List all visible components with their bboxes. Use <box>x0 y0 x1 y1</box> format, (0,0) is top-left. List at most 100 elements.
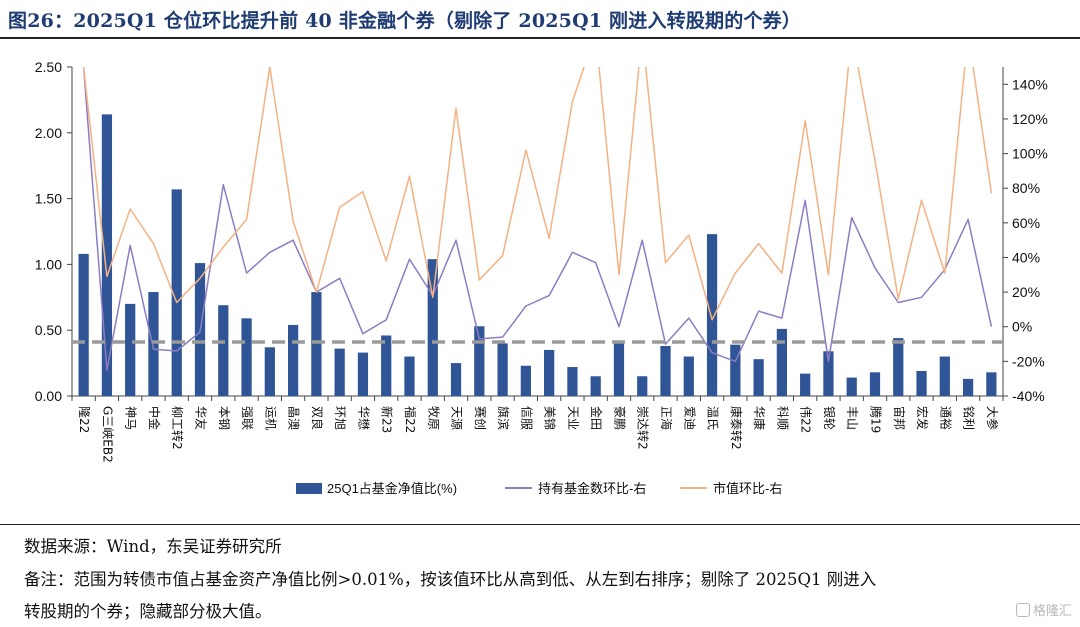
bar <box>381 335 392 396</box>
legend-orange-label: 市值环比-右 <box>713 481 782 496</box>
x-category-label: 美锦 <box>543 406 557 430</box>
bar <box>544 349 555 396</box>
bar <box>869 372 881 396</box>
x-category-label: 天业 <box>566 406 580 430</box>
x-category-label: 银轮 <box>822 406 836 430</box>
x-category-label: G三峡EB2 <box>100 406 114 463</box>
x-category-label: 爱迪 <box>682 406 696 430</box>
x-category-label: 铭利 <box>962 406 977 430</box>
bar <box>590 376 601 396</box>
bar <box>311 292 322 396</box>
bar <box>730 344 741 396</box>
x-category-label: 本钢 <box>217 406 231 430</box>
x-category-label: 华懋 <box>356 406 371 430</box>
x-category-label: 伟22 <box>799 406 813 433</box>
bar <box>404 356 415 396</box>
bar <box>334 348 345 396</box>
legend-bar-swatch <box>296 483 322 494</box>
x-category-label: 豪鹏 <box>612 406 627 430</box>
bar <box>613 342 625 396</box>
legend-bar-label: 25Q1占基金净值比(%) <box>327 481 457 496</box>
right-tick-label: 0% <box>1012 319 1032 335</box>
right-tick-label: 80% <box>1012 180 1040 196</box>
bar <box>427 259 438 396</box>
legend-purple-label: 持有基金数环比-右 <box>538 481 646 496</box>
right-tick-label: 140% <box>1012 76 1048 92</box>
x-category-label: 金田 <box>589 406 604 430</box>
x-category-label: 柳工转2 <box>170 406 185 450</box>
left-tick-label: 0.50 <box>35 322 62 338</box>
right-tick-label: -40% <box>1012 388 1045 404</box>
x-category-label: 旗滨 <box>496 406 511 430</box>
x-category-label: 牧原 <box>426 406 440 430</box>
watermark-text: 格隆汇 <box>1032 604 1072 619</box>
bar <box>241 318 252 396</box>
right-tick-label: 60% <box>1012 215 1040 231</box>
remark-line-2: 转股期的个券；隐藏部分极大值。 <box>24 602 272 621</box>
x-category-label: 温氏 <box>706 406 720 430</box>
x-category-label: 大参 <box>985 406 1000 430</box>
bar <box>660 345 671 396</box>
fund-count-line <box>82 67 993 371</box>
x-category-label: 神马 <box>124 406 138 430</box>
left-tick-label: 2.50 <box>35 59 62 75</box>
watermark: 格隆汇 <box>1015 600 1072 619</box>
bar <box>823 351 834 396</box>
right-tick-label: 20% <box>1012 284 1040 300</box>
bar <box>520 365 531 396</box>
right-tick-label: -20% <box>1012 353 1045 369</box>
x-category-label: 环旭 <box>333 406 347 430</box>
bar <box>567 367 578 396</box>
x-category-label: 信服 <box>519 406 533 430</box>
x-category-label: 晶澳 <box>287 406 301 430</box>
notes-rule <box>0 524 1080 525</box>
bar <box>893 338 904 396</box>
source-note: 数据来源：Wind，东吴证券研究所 <box>24 537 282 556</box>
left-tick-label: 1.50 <box>35 191 62 207</box>
combo-chart: 0.00 0.50 1.00 1.50 2.00 2.50 -40% -20% 0% 20% 40%… <box>35 59 1048 496</box>
x-category-label: 腾19 <box>868 406 883 433</box>
bar <box>148 292 159 396</box>
x-category-label: 康泰转2 <box>729 406 744 450</box>
bar <box>101 114 113 396</box>
x-category-label: 宙邦 <box>892 406 907 430</box>
bar <box>78 253 89 396</box>
left-tick-label: 1.00 <box>35 256 62 272</box>
x-category-label: 福22 <box>403 406 418 433</box>
x-category-label: 双良 <box>310 406 325 430</box>
bar <box>474 326 485 396</box>
title-rule <box>0 37 1080 39</box>
x-category-label: 天源 <box>450 406 464 430</box>
x-category-label: 华康 <box>752 406 767 430</box>
left-tick-label: 2.00 <box>35 125 62 141</box>
market-value-line <box>82 67 993 321</box>
bar <box>846 377 857 396</box>
bar <box>962 378 974 396</box>
bar <box>939 356 950 396</box>
bar <box>706 234 718 396</box>
x-category-label: 宏发 <box>915 406 930 430</box>
bar <box>264 347 275 396</box>
bar <box>916 370 927 396</box>
right-tick-label: 100% <box>1012 146 1048 162</box>
x-category-label: 运机 <box>263 406 277 430</box>
bar <box>450 363 462 396</box>
bar <box>683 356 694 396</box>
bar <box>800 373 811 396</box>
x-category-label: 科顺 <box>775 406 789 430</box>
remark-line-1: 备注：范围为转债市值占基金资产净值比例>0.01%，按该值环比从高到低、从左到右… <box>24 570 877 589</box>
bar <box>287 324 299 396</box>
chart-title: 图26：2025Q1 仓位环比提升前 40 非金融个券（剔除了 2025Q1 刚… <box>8 10 802 32</box>
bar <box>986 372 997 396</box>
x-category-label: 正海 <box>659 406 674 430</box>
left-tick-label: 0.00 <box>35 388 62 404</box>
x-category-label: 崇达转2 <box>636 406 651 450</box>
x-category-label: 通裕 <box>938 406 953 430</box>
right-tick-label: 120% <box>1012 111 1048 127</box>
x-category-label: 丰山 <box>845 406 859 430</box>
x-category-label: 赛创 <box>473 406 488 430</box>
bar <box>753 359 764 396</box>
bar <box>776 328 788 396</box>
bar <box>171 189 182 396</box>
x-category-label: 新23 <box>380 406 395 433</box>
